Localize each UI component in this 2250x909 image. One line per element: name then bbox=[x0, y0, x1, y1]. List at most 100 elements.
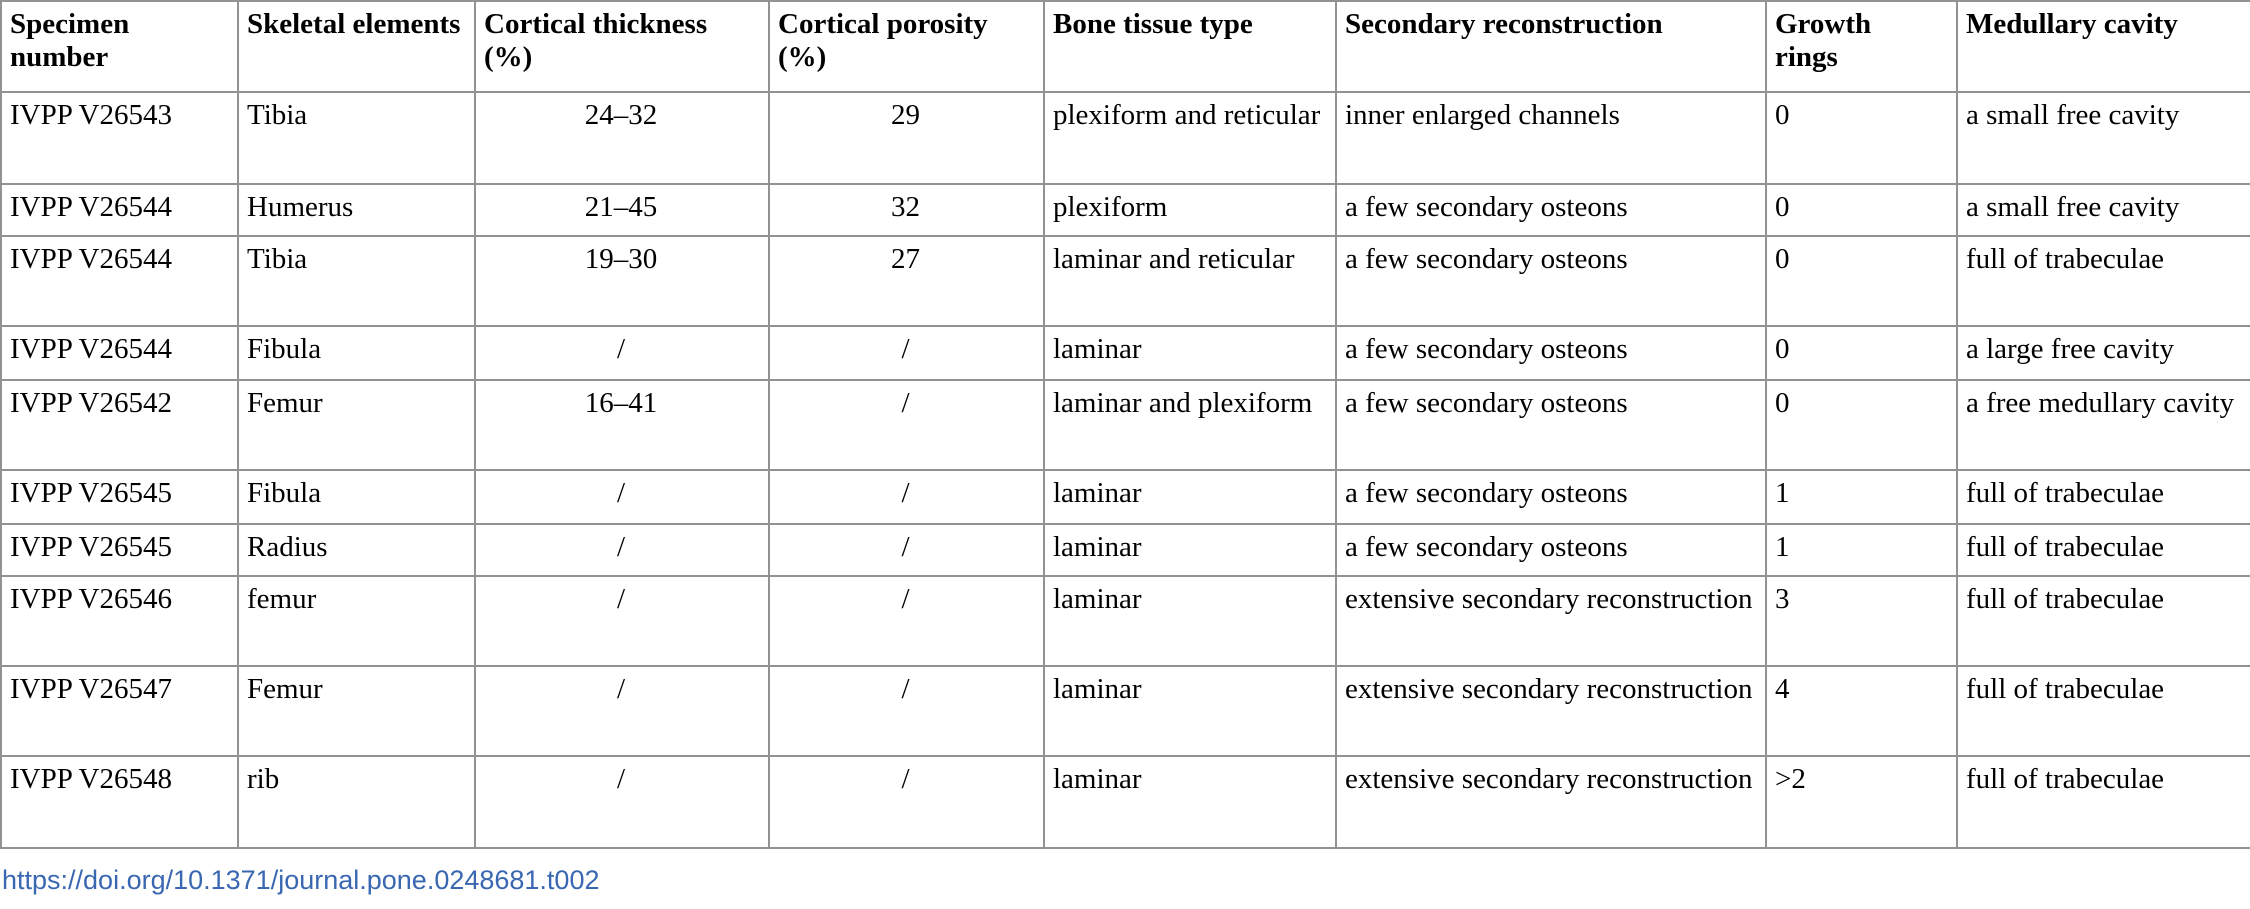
table-cell: a few secondary osteons bbox=[1335, 523, 1767, 577]
table-cell: 21–45 bbox=[474, 183, 770, 237]
table-cell: 0 bbox=[1765, 235, 1958, 327]
table-cell: IVPP V26545 bbox=[0, 523, 239, 577]
table-cell: / bbox=[474, 469, 770, 525]
table-cell: laminar bbox=[1043, 755, 1337, 849]
doi-link[interactable]: https://doi.org/10.1371/journal.pone.024… bbox=[2, 865, 600, 895]
table-cell: 24–32 bbox=[474, 91, 770, 185]
table-cell: / bbox=[768, 325, 1045, 381]
table-cell: laminar bbox=[1043, 575, 1337, 667]
table-cell: full of trabeculae bbox=[1956, 469, 2250, 525]
table-cell: 0 bbox=[1765, 379, 1958, 471]
table-cell: extensive secondary reconstruction bbox=[1335, 755, 1767, 849]
table-source-footer: https://doi.org/10.1371/journal.pone.024… bbox=[2, 865, 2250, 896]
table-cell: full of trabeculae bbox=[1956, 755, 2250, 849]
table-cell: 19–30 bbox=[474, 235, 770, 327]
table-header-row: Specimen number Skeletal elements Cortic… bbox=[0, 0, 2250, 93]
table-cell: IVPP V26545 bbox=[0, 469, 239, 525]
table-cell: plexiform bbox=[1043, 183, 1337, 237]
table-cell: laminar and reticular bbox=[1043, 235, 1337, 327]
table-cell: extensive secondary reconstruction bbox=[1335, 575, 1767, 667]
table-cell: IVPP V26544 bbox=[0, 235, 239, 327]
table-cell: extensive secondary reconstruction bbox=[1335, 665, 1767, 757]
table-row: IVPP V26546 femur / / laminar extensive … bbox=[0, 575, 2250, 667]
table-cell: / bbox=[768, 379, 1045, 471]
table-row: IVPP V26547 Femur / / laminar extensive … bbox=[0, 665, 2250, 757]
table-cell: laminar and plexiform bbox=[1043, 379, 1337, 471]
table-row: IVPP V26545 Fibula / / laminar a few sec… bbox=[0, 469, 2250, 525]
table-cell: IVPP V26546 bbox=[0, 575, 239, 667]
table-cell: / bbox=[768, 523, 1045, 577]
table-cell: / bbox=[474, 665, 770, 757]
table-cell: IVPP V26544 bbox=[0, 325, 239, 381]
table-row: IVPP V26544 Humerus 21–45 32 plexiform a… bbox=[0, 183, 2250, 237]
table-cell: a small free cavity bbox=[1956, 91, 2250, 185]
table-cell: >2 bbox=[1765, 755, 1958, 849]
table-cell: Humerus bbox=[237, 183, 476, 237]
table-cell: / bbox=[474, 575, 770, 667]
table-cell: 0 bbox=[1765, 183, 1958, 237]
table-cell: a few secondary osteons bbox=[1335, 183, 1767, 237]
column-header-cortical-porosity: Cortical porosity (%) bbox=[768, 0, 1045, 93]
table-cell: 1 bbox=[1765, 523, 1958, 577]
table-cell: IVPP V26542 bbox=[0, 379, 239, 471]
table-cell: / bbox=[768, 469, 1045, 525]
column-header-cortical-thickness: Cortical thickness (%) bbox=[474, 0, 770, 93]
table-cell: Radius bbox=[237, 523, 476, 577]
table-cell: Femur bbox=[237, 665, 476, 757]
table-cell: full of trabeculae bbox=[1956, 665, 2250, 757]
table-cell: rib bbox=[237, 755, 476, 849]
table-row: IVPP V26545 Radius / / laminar a few sec… bbox=[0, 523, 2250, 577]
table-cell: Femur bbox=[237, 379, 476, 471]
table-cell: laminar bbox=[1043, 665, 1337, 757]
table-cell: a few secondary osteons bbox=[1335, 235, 1767, 327]
column-header-medullary-cavity: Medullary cavity bbox=[1956, 0, 2250, 93]
table-cell: / bbox=[768, 665, 1045, 757]
table-cell: 32 bbox=[768, 183, 1045, 237]
table-cell: 0 bbox=[1765, 325, 1958, 381]
table-cell: 29 bbox=[768, 91, 1045, 185]
table-cell: plexiform and reticular bbox=[1043, 91, 1337, 185]
table-cell: a few secondary osteons bbox=[1335, 469, 1767, 525]
table-cell: a large free cavity bbox=[1956, 325, 2250, 381]
table-cell: 0 bbox=[1765, 91, 1958, 185]
table-cell: / bbox=[474, 325, 770, 381]
column-header-secondary-reconstruction: Secondary reconstruction bbox=[1335, 0, 1767, 93]
column-header-bone-tissue-type: Bone tissue type bbox=[1043, 0, 1337, 93]
table-cell: a free medullary cavity bbox=[1956, 379, 2250, 471]
table-cell: laminar bbox=[1043, 523, 1337, 577]
table-cell: / bbox=[768, 755, 1045, 849]
table-cell: inner enlarged channels bbox=[1335, 91, 1767, 185]
table-cell: full of trabeculae bbox=[1956, 523, 2250, 577]
table-cell: Tibia bbox=[237, 235, 476, 327]
table-cell: a small free cavity bbox=[1956, 183, 2250, 237]
table-cell: femur bbox=[237, 575, 476, 667]
table-cell: IVPP V26543 bbox=[0, 91, 239, 185]
specimen-histology-table: Specimen number Skeletal elements Cortic… bbox=[0, 0, 2250, 849]
table-cell: / bbox=[474, 523, 770, 577]
table-row: IVPP V26543 Tibia 24–32 29 plexiform and… bbox=[0, 91, 2250, 185]
table-cell: laminar bbox=[1043, 325, 1337, 381]
table-cell: / bbox=[768, 575, 1045, 667]
table-cell: 27 bbox=[768, 235, 1045, 327]
table-cell: 3 bbox=[1765, 575, 1958, 667]
table-cell: / bbox=[474, 755, 770, 849]
table-cell: full of trabeculae bbox=[1956, 235, 2250, 327]
table-cell: IVPP V26548 bbox=[0, 755, 239, 849]
table-row: IVPP V26544 Tibia 19–30 27 laminar and r… bbox=[0, 235, 2250, 327]
column-header-specimen-number: Specimen number bbox=[0, 0, 239, 93]
table-cell: 16–41 bbox=[474, 379, 770, 471]
column-header-skeletal-elements: Skeletal elements bbox=[237, 0, 476, 93]
table-cell: Fibula bbox=[237, 325, 476, 381]
table-cell: full of trabeculae bbox=[1956, 575, 2250, 667]
table-cell: Fibula bbox=[237, 469, 476, 525]
table-row: IVPP V26548 rib / / laminar extensive se… bbox=[0, 755, 2250, 849]
table-cell: 1 bbox=[1765, 469, 1958, 525]
table-cell: a few secondary osteons bbox=[1335, 379, 1767, 471]
table-cell: laminar bbox=[1043, 469, 1337, 525]
table-cell: IVPP V26547 bbox=[0, 665, 239, 757]
table-cell: Tibia bbox=[237, 91, 476, 185]
table-row: IVPP V26544 Fibula / / laminar a few sec… bbox=[0, 325, 2250, 381]
table-row: IVPP V26542 Femur 16–41 / laminar and pl… bbox=[0, 379, 2250, 471]
table-cell: IVPP V26544 bbox=[0, 183, 239, 237]
